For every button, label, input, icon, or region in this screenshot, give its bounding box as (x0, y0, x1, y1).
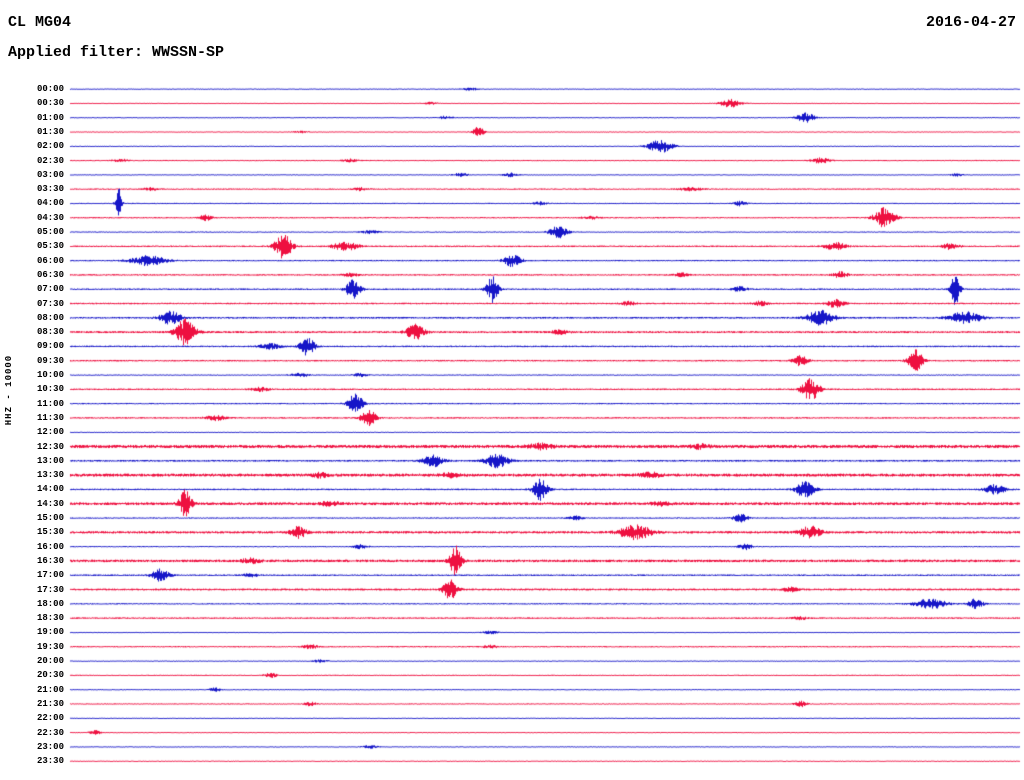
time-label: 19:00 (36, 627, 64, 638)
time-label: 03:00 (36, 169, 64, 180)
time-label: 20:30 (36, 670, 64, 681)
time-label: 06:00 (36, 255, 64, 266)
time-label: 04:00 (36, 198, 64, 209)
time-label: 00:30 (36, 98, 64, 109)
time-label: 01:30 (36, 126, 64, 137)
time-label: 14:00 (36, 484, 64, 495)
time-label: 23:30 (36, 756, 64, 767)
time-label: 08:30 (36, 327, 64, 338)
time-label: 16:30 (36, 555, 64, 566)
time-label: 14:30 (36, 498, 64, 509)
time-label: 10:00 (36, 370, 64, 380)
time-label: 19:30 (36, 641, 64, 652)
time-label: 18:30 (36, 613, 64, 624)
time-label: 18:00 (36, 598, 64, 609)
time-label: 00:00 (36, 84, 64, 94)
time-label: 16:00 (36, 541, 64, 552)
time-label: 08:00 (36, 312, 64, 323)
time-label: 21:30 (36, 698, 64, 709)
time-label: 21:00 (36, 684, 64, 695)
time-label: 22:00 (36, 713, 64, 724)
time-label: 07:00 (36, 284, 64, 295)
time-label: 01:00 (36, 112, 64, 123)
time-label: 02:30 (36, 155, 64, 166)
time-label: 15:00 (36, 513, 64, 523)
time-label: 17:30 (36, 584, 64, 595)
time-label: 11:00 (36, 398, 64, 409)
time-label: 22:30 (36, 727, 64, 738)
time-label: 07:30 (36, 298, 64, 309)
time-label: 05:00 (36, 227, 64, 237)
time-label: 03:30 (36, 184, 64, 195)
time-label: 20:00 (36, 656, 64, 666)
time-label: 17:00 (36, 570, 64, 581)
time-label: 10:30 (36, 384, 64, 395)
time-label: 23:00 (36, 741, 64, 752)
time-label: 09:00 (36, 341, 64, 352)
time-label: 13:00 (36, 455, 64, 466)
time-label: 12:00 (36, 427, 64, 438)
time-label: 13:30 (36, 470, 64, 481)
time-label: 06:30 (36, 269, 64, 280)
time-label: 12:30 (36, 441, 64, 452)
time-label: 11:30 (36, 412, 64, 423)
time-label: 02:00 (36, 141, 64, 152)
time-label: 04:30 (36, 212, 64, 223)
time-label: 09:30 (36, 355, 64, 366)
time-label: 15:30 (36, 527, 64, 538)
time-label: 05:30 (36, 241, 64, 252)
